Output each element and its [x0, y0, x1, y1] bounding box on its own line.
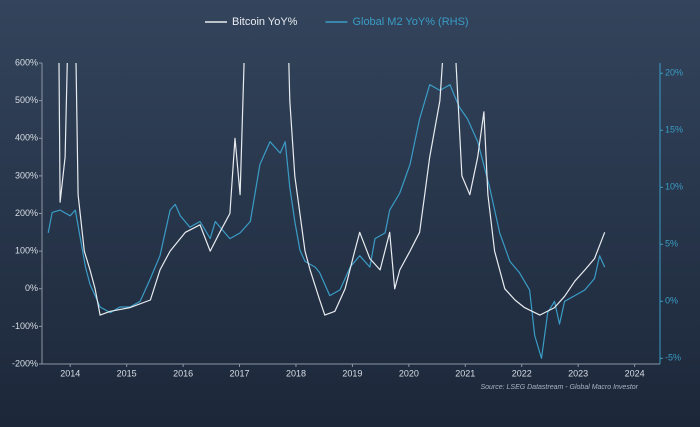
y-tick-label: -100% [12, 321, 38, 331]
x-tick-label: 2019 [342, 368, 362, 378]
y-tick-label: 300% [15, 170, 38, 180]
y2-tick-label: 10% [665, 182, 683, 192]
y2-tick-label: 20% [665, 68, 683, 78]
y-tick-label: 600% [15, 57, 38, 67]
y2-tick-label: 15% [665, 125, 683, 135]
legend: Bitcoin YoY% Global M2 YoY% (RHS) [205, 16, 469, 28]
x-tick-label: 2016 [173, 368, 193, 378]
x-tick-label: 2021 [455, 368, 475, 378]
source-note: Source: LSEG Datastream - Global Macro I… [480, 384, 638, 391]
y-tick-label: 0% [25, 283, 38, 293]
y-tick-label: -200% [12, 358, 38, 368]
series-line [58, 63, 606, 316]
y-tick-label: 100% [15, 246, 38, 256]
x-tick-label: 2015 [117, 368, 137, 378]
legend-label: Bitcoin YoY% [232, 16, 298, 28]
x-tick-label: 2024 [625, 368, 645, 378]
x-tick-label: 2014 [60, 368, 80, 378]
x-tick-label: 2022 [512, 368, 532, 378]
x-tick-label: 2017 [230, 368, 250, 378]
x-tick-label: 2018 [286, 368, 306, 378]
x-tick-label: 2020 [399, 368, 419, 378]
series-line [47, 84, 606, 359]
y-tick-label: 500% [15, 95, 38, 105]
y2-tick-label: -5% [665, 353, 681, 363]
y-tick-label: 400% [15, 133, 38, 143]
legend-label: Global M2 YoY% (RHS) [352, 16, 468, 28]
x-tick-label: 2023 [568, 368, 588, 378]
y2-tick-label: 0% [665, 296, 678, 306]
y-tick-label: 200% [15, 208, 38, 218]
y2-tick-label: 5% [665, 239, 678, 249]
